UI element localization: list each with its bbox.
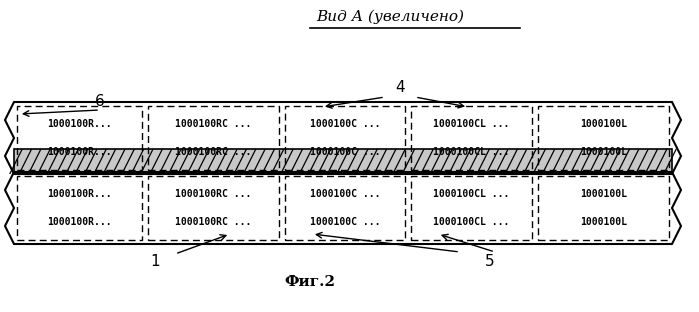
Text: 1000100RC ...: 1000100RC ... [175,119,252,129]
Text: 1000100L: 1000100L [580,188,627,199]
Text: 1000100R...: 1000100R... [48,188,112,199]
Text: 1000100R...: 1000100R... [48,119,112,129]
Text: 1000100RC ...: 1000100RC ... [175,217,252,227]
Text: 1000100C ...: 1000100C ... [310,217,380,227]
Text: 5: 5 [485,255,495,270]
Text: 1000100R...: 1000100R... [48,147,112,157]
Text: 1: 1 [150,255,160,270]
Text: Вид А (увеличено): Вид А (увеличено) [316,10,464,24]
Text: 1000100CL ...: 1000100CL ... [433,188,510,199]
Text: Фиг.2: Фиг.2 [284,275,336,289]
Text: 6: 6 [95,95,105,110]
Text: 1000100C ...: 1000100C ... [310,147,380,157]
Text: 1000100C ...: 1000100C ... [310,119,380,129]
Text: 4: 4 [395,80,405,95]
Text: 1000100L: 1000100L [580,119,627,129]
Text: 1000100C ...: 1000100C ... [310,188,380,199]
Text: 1000100L: 1000100L [580,217,627,227]
Text: 1000100CL ...: 1000100CL ... [433,119,510,129]
Polygon shape [5,102,681,174]
Polygon shape [14,149,672,174]
Text: 1000100R...: 1000100R... [48,217,112,227]
Polygon shape [5,172,681,244]
Text: 1000100RC ...: 1000100RC ... [175,188,252,199]
Text: 1000100CL ...: 1000100CL ... [433,147,510,157]
Text: 1000100L: 1000100L [580,147,627,157]
Text: 1000100RC ...: 1000100RC ... [175,147,252,157]
Text: 1000100CL ...: 1000100CL ... [433,217,510,227]
